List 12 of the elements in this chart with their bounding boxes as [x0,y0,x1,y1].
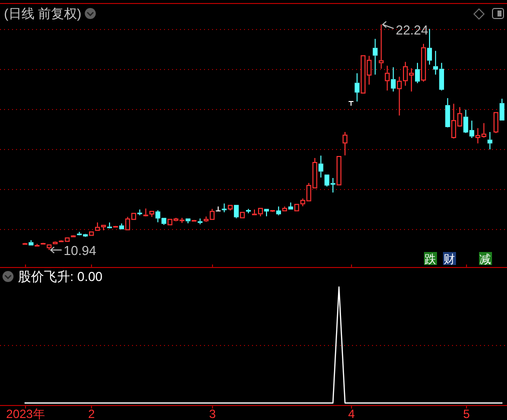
chart-title: (日线 前复权) [4,6,82,21]
x-tick-label: 4 [348,407,356,420]
x-tick-label: 5 [463,407,470,420]
badge: 减 [479,252,492,266]
annotation: 22.24 [396,22,428,38]
badge: 财 [443,252,456,266]
x-tick-label: 2 [88,407,96,420]
chart-title: 股价飞升: 0.00 [18,269,103,284]
x-tick-label: 2023年 [6,407,45,420]
annotation: 10.94 [64,243,96,258]
badge: 跌 [424,252,437,266]
x-tick-label: 3 [209,407,216,420]
